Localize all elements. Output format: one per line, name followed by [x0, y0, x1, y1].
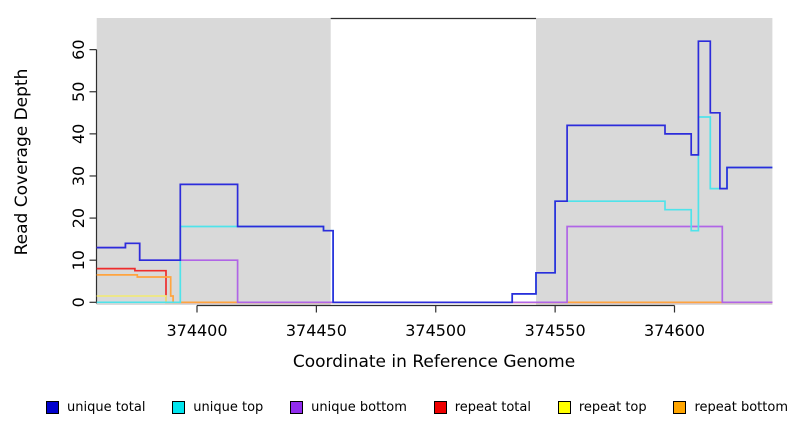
x-axis-title: Coordinate in Reference Genome [293, 352, 575, 372]
legend: unique total unique top unique bottom re… [46, 396, 788, 418]
legend-item-repeat-bottom: repeat bottom [673, 400, 788, 415]
x-tick-label: 374550 [525, 321, 586, 340]
x-tick-label: 374500 [405, 321, 466, 340]
legend-label: repeat top [578, 399, 647, 415]
legend-label: repeat total [454, 399, 531, 415]
legend-swatch-repeat-total [433, 400, 447, 414]
y-tick-label: 50 [69, 82, 88, 102]
x-tick-label: 374600 [644, 321, 705, 340]
legend-label: repeat bottom [694, 399, 788, 415]
legend-swatch-unique-total [46, 400, 59, 414]
y-tick-label: 60 [69, 39, 88, 59]
x-tick-label: 374400 [166, 321, 227, 340]
legend-swatch-repeat-bottom [673, 400, 687, 414]
y-tick-label: 10 [69, 250, 88, 270]
x-tick-label: 374450 [286, 321, 347, 340]
series-line-repeat-bottom [96, 274, 723, 304]
series-lines [96, 40, 773, 304]
legend-item-repeat-top: repeat top [557, 399, 647, 415]
y-tick-label: 40 [69, 124, 88, 144]
legend-item-unique-top: unique top [172, 400, 263, 415]
legend-swatch-unique-top [172, 400, 186, 414]
y-tick-label: 30 [69, 166, 88, 186]
shaded-regions [96, 17, 773, 305]
axes: 0 10 20 30 40 50 60 374400 374450 374500 374550 374… [69, 39, 705, 340]
legend-item-repeat-total: repeat total [433, 399, 531, 415]
legend-swatch-unique-bottom [290, 400, 304, 414]
y-axis-title: Read Coverage Depth [12, 69, 32, 256]
legend-label: unique bottom [311, 399, 407, 415]
legend-item-unique-bottom: unique bottom [290, 400, 407, 415]
shaded-region [96, 18, 331, 305]
legend-item-unique-total: unique total [46, 400, 145, 415]
legend-swatch-repeat-top [557, 400, 571, 414]
legend-label: unique top [193, 399, 264, 415]
series-line-unique-total [96, 40, 773, 304]
legend-label: unique total [67, 399, 146, 415]
y-tick-label: 0 [69, 297, 88, 307]
y-tick-label: 20 [69, 208, 88, 228]
shaded-region [536, 18, 773, 305]
